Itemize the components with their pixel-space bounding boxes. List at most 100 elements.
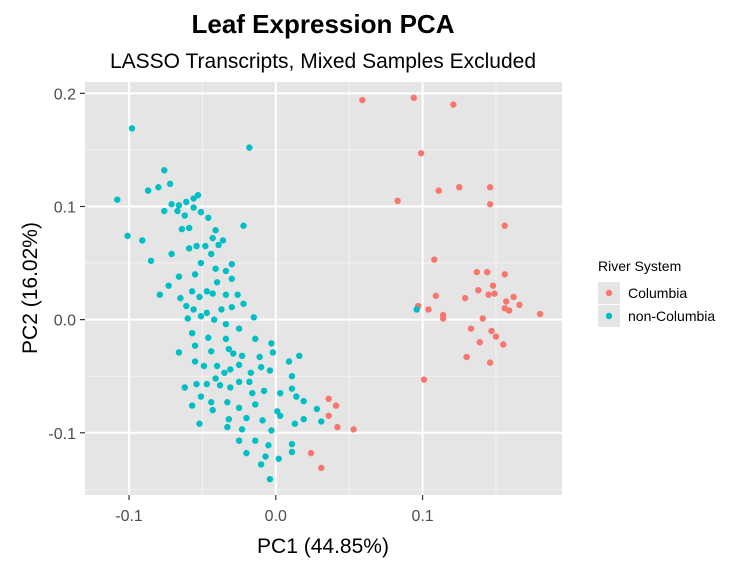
legend-label: Columbia [628,285,687,301]
scatter-point-columbia [505,307,513,314]
scatter-point-non-columbia [288,372,296,380]
scatter-point-non-columbia [174,207,181,215]
scatter-point-non-columbia [212,227,219,234]
scatter-point-non-columbia [228,260,235,268]
scatter-point-non-columbia [277,412,284,419]
scatter-point-non-columbia [235,325,243,332]
scatter-point-non-columbia [277,389,284,397]
scatter-point-non-columbia [168,201,175,208]
scatter-point-non-columbia [188,402,196,409]
scatter-point-columbia [431,256,438,263]
scatter-point-non-columbia [222,335,230,343]
scatter-point-non-columbia [243,449,250,457]
scatter-point-non-columbia [175,202,183,209]
chart-title: Leaf Expression PCA [192,9,455,39]
scatter-point-columbia [410,94,417,102]
scatter-point-non-columbia [252,335,259,343]
axes: -0.1 0.0 0.1 -0.1 0.0 0.1 0.2 [48,86,433,525]
scatter-point-non-columbia [256,353,263,361]
scatter-point-non-columbia [222,267,230,275]
scatter-point-non-columbia [210,316,218,323]
scatter-point-columbia [536,310,544,318]
scatter-point-non-columbia [235,404,243,412]
scatter-point-non-columbia [234,291,241,298]
scatter-point-columbia [334,423,341,431]
scatter-point-non-columbia [275,455,282,462]
scatter-point-non-columbia [288,448,296,456]
scatter-point-non-columbia [208,399,215,406]
scatter-point-non-columbia [178,225,186,233]
scatter-point-non-columbia [268,427,275,434]
scatter-point-non-columbia [209,290,216,297]
scatter-point-non-columbia [249,389,256,397]
scatter-point-non-columbia [266,475,274,483]
scatter-point-non-columbia [235,437,243,444]
legend-marker [605,289,613,297]
scatter-point-non-columbia [196,293,203,301]
grid-lines [85,82,562,495]
scatter-point-non-columbia [181,384,189,391]
scatter-point-non-columbia [147,257,155,264]
scatter-point-non-columbia [193,242,200,250]
scatter-point-columbia [486,201,494,208]
legend-items: Columbia non-Columbia [598,282,715,327]
scatter-point-non-columbia [238,352,246,360]
scatter-point-columbia [425,306,432,313]
scatter-point-non-columbia [266,367,274,374]
legend-label: non-Columbia [628,308,715,324]
scatter-point-non-columbia [197,259,205,267]
scatter-point-non-columbia [291,420,299,427]
scatter-point-columbia [417,150,425,157]
chart-subtitle: LASSO Transcripts, Mixed Samples Exclude… [110,50,536,73]
scatter-point-non-columbia [186,224,193,232]
scatter-point-non-columbia [224,423,231,431]
scatter-point-non-columbia [240,222,247,229]
scatter-point-non-columbia [190,306,197,313]
scatter-point-non-columbia [194,191,202,199]
scatter-point-columbia [500,341,507,348]
scatter-point-columbia [307,449,315,457]
scatter-point-non-columbia [225,415,233,423]
scatter-point-non-columbia [144,187,152,194]
scatter-point-non-columbia [235,361,243,369]
scatter-point-columbia [503,298,510,305]
scatter-point-columbia [432,292,439,300]
scatter-point-non-columbia [230,350,237,357]
scatter-point-non-columbia [177,294,184,302]
scatter-point-non-columbia [218,306,225,313]
scatter-point-non-columbia [274,408,281,415]
scatter-point-columbia [483,268,491,276]
data-points [114,94,544,483]
scatter-point-non-columbia [265,442,272,449]
scatter-point-non-columbia [156,291,164,298]
scatter-point-columbia [450,101,457,108]
y-axis-title: PC2 (16.02%) [19,222,42,354]
scatter-point-non-columbia [175,349,183,356]
scatter-point-non-columbia [262,453,269,460]
scatter-point-non-columbia [165,282,172,289]
legend-title: River System [598,258,681,274]
scatter-point-non-columbia [260,387,268,395]
scatter-point-non-columbia [124,232,131,240]
scatter-point-non-columbia [222,320,230,328]
scatter-point-non-columbia [228,275,235,283]
scatter-point-non-columbia [190,195,197,202]
scatter-point-non-columbia [296,352,303,360]
scatter-point-non-columbia [227,366,234,373]
scatter-point-non-columbia [216,382,224,389]
scatter-point-non-columbia [413,306,420,313]
scatter-point-non-columbia [181,212,189,219]
scatter-point-non-columbia [183,302,190,310]
scatter-point-columbia [435,187,442,194]
scatter-point-non-columbia [203,288,211,295]
scatter-point-non-columbia [318,418,325,425]
scatter-point-non-columbia [184,315,191,322]
scatter-point-non-columbia [252,437,259,444]
scatter-point-non-columbia [196,420,203,427]
scatter-point-columbia [492,333,500,340]
plot-panel [85,82,562,495]
scatter-point-columbia [359,96,366,104]
scatter-point-non-columbia [215,241,222,249]
scatter-point-non-columbia [222,291,230,298]
